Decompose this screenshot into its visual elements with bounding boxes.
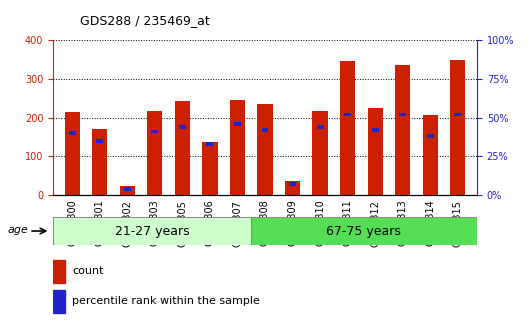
Bar — [53, 290, 65, 313]
Text: age: age — [8, 224, 29, 235]
Bar — [427, 134, 434, 138]
Text: percentile rank within the sample: percentile rank within the sample — [72, 296, 260, 306]
Bar — [344, 113, 351, 117]
Bar — [262, 128, 268, 132]
Bar — [340, 61, 355, 195]
Bar — [65, 112, 80, 195]
Bar — [124, 187, 131, 191]
Bar — [202, 142, 217, 195]
Bar — [399, 113, 406, 117]
Bar — [152, 130, 158, 133]
Bar — [147, 111, 162, 195]
Bar — [53, 260, 65, 283]
Bar — [454, 113, 461, 117]
Bar — [289, 182, 296, 186]
Bar — [96, 139, 103, 143]
Bar — [120, 186, 135, 195]
Bar — [230, 100, 245, 195]
Bar — [251, 217, 477, 245]
Bar — [316, 125, 323, 129]
Bar — [395, 65, 410, 195]
Bar — [69, 131, 76, 135]
Bar — [207, 142, 214, 146]
Bar — [258, 104, 272, 195]
Text: 67-75 years: 67-75 years — [326, 224, 401, 238]
Bar — [92, 129, 108, 195]
Bar — [372, 128, 378, 132]
Bar — [422, 115, 438, 195]
Text: count: count — [72, 266, 104, 276]
Bar — [313, 111, 328, 195]
Bar — [368, 108, 383, 195]
Bar — [53, 217, 251, 245]
Bar — [450, 60, 465, 195]
Text: GDS288 / 235469_at: GDS288 / 235469_at — [80, 14, 209, 27]
Bar — [175, 101, 190, 195]
Bar — [234, 122, 241, 126]
Text: 21-27 years: 21-27 years — [114, 224, 189, 238]
Bar — [179, 125, 186, 129]
Bar — [285, 181, 300, 195]
